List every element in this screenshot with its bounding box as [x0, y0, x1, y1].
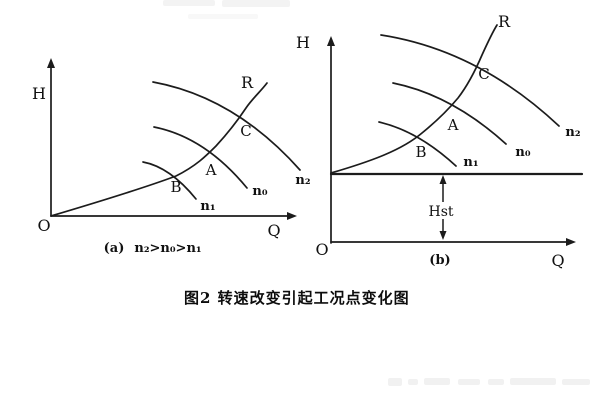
- panel-a-point-b-label: B: [170, 178, 181, 196]
- panel-b-hst-arrow-up-icon: [439, 175, 447, 184]
- watermark-artifact-4: [458, 379, 480, 385]
- panel-a-pump-curve-n1: [142, 161, 197, 200]
- panel-b-pump-curve-n2: [380, 34, 560, 127]
- panel-a-y-axis-arrow-icon: [47, 58, 55, 68]
- panel-b-q-axis-label: Q: [551, 251, 564, 270]
- panel-a-curve-n1-label: n₁: [200, 199, 215, 214]
- panel-a-q-axis-label: Q: [267, 221, 280, 240]
- watermark-artifact-6: [510, 378, 556, 385]
- panel-a-curve-n0-label: n₀: [252, 184, 267, 199]
- panel-b-point-b-label: B: [415, 143, 426, 161]
- panel-a-speed-relation-label: n₂>n₀>n₁: [134, 241, 201, 256]
- watermark-artifact-5: [488, 379, 504, 385]
- panel-b-index-label: (b): [429, 253, 450, 268]
- panel-a-labels: H O Q R C A B n₁ n₀ n₂ (a) n₂>n₀>n₁: [32, 73, 311, 256]
- panel-b-curve-n0-label: n₀: [515, 145, 530, 160]
- panel-b-hst-label-mask: [424, 202, 458, 219]
- panel-a-x-axis-arrow-icon: [287, 212, 297, 220]
- panel-a-system-resistance-curve: [50, 82, 268, 217]
- panel-b-x-axis-arrow-icon: [566, 238, 576, 246]
- panel-a-h-axis-label: H: [32, 84, 46, 103]
- cropped-text-artifact-top-3: [188, 14, 258, 19]
- panel-b: [327, 24, 584, 246]
- panel-b-pump-curve-n1: [378, 121, 457, 167]
- watermark-artifact-7: [562, 379, 590, 385]
- panel-a-origin-label: O: [37, 216, 50, 235]
- panel-a-system-curve-label: R: [241, 73, 254, 92]
- panel-b-pump-curve-n0: [392, 82, 507, 145]
- panel-b-y-axis-arrow-icon: [327, 36, 335, 46]
- panel-b-hst-arrow-down-icon: [439, 231, 447, 240]
- panel-b-labels: H O Q R C A B n₁ n₀ n₂ Hst (b): [296, 12, 581, 270]
- panel-b-origin-label: O: [315, 240, 328, 259]
- watermark-artifact-3: [424, 378, 450, 385]
- panel-b-curve-n2-label: n₂: [565, 125, 580, 140]
- panel-b-curve-n1-label: n₁: [463, 155, 478, 170]
- panel-b-system-curve-label: R: [498, 12, 511, 31]
- panel-a-pump-curve-n0: [153, 126, 248, 189]
- panel-a-pump-curve-n2: [152, 81, 301, 171]
- panel-b-point-a-label: A: [447, 116, 459, 134]
- panel-a: [47, 58, 301, 220]
- panel-a-index-label: (a): [104, 241, 125, 256]
- panel-b-h-axis-label: H: [296, 33, 310, 52]
- watermark-artifact-2: [408, 379, 418, 385]
- panel-b-point-c-label: C: [478, 65, 489, 83]
- panel-b-system-resistance-curve: [330, 24, 498, 174]
- cropped-text-artifact-top-1: [163, 0, 215, 6]
- panel-a-point-a-label: A: [205, 161, 217, 179]
- panel-a-curve-n2-label: n₂: [295, 173, 310, 188]
- panel-a-point-c-label: C: [240, 122, 251, 140]
- cropped-text-artifact-top-2: [222, 0, 290, 7]
- panel-b-static-head-label: Hst: [428, 204, 453, 220]
- figure-caption: 图2 转速改变引起工况点变化图: [184, 289, 410, 307]
- watermark-artifact-1: [388, 378, 402, 386]
